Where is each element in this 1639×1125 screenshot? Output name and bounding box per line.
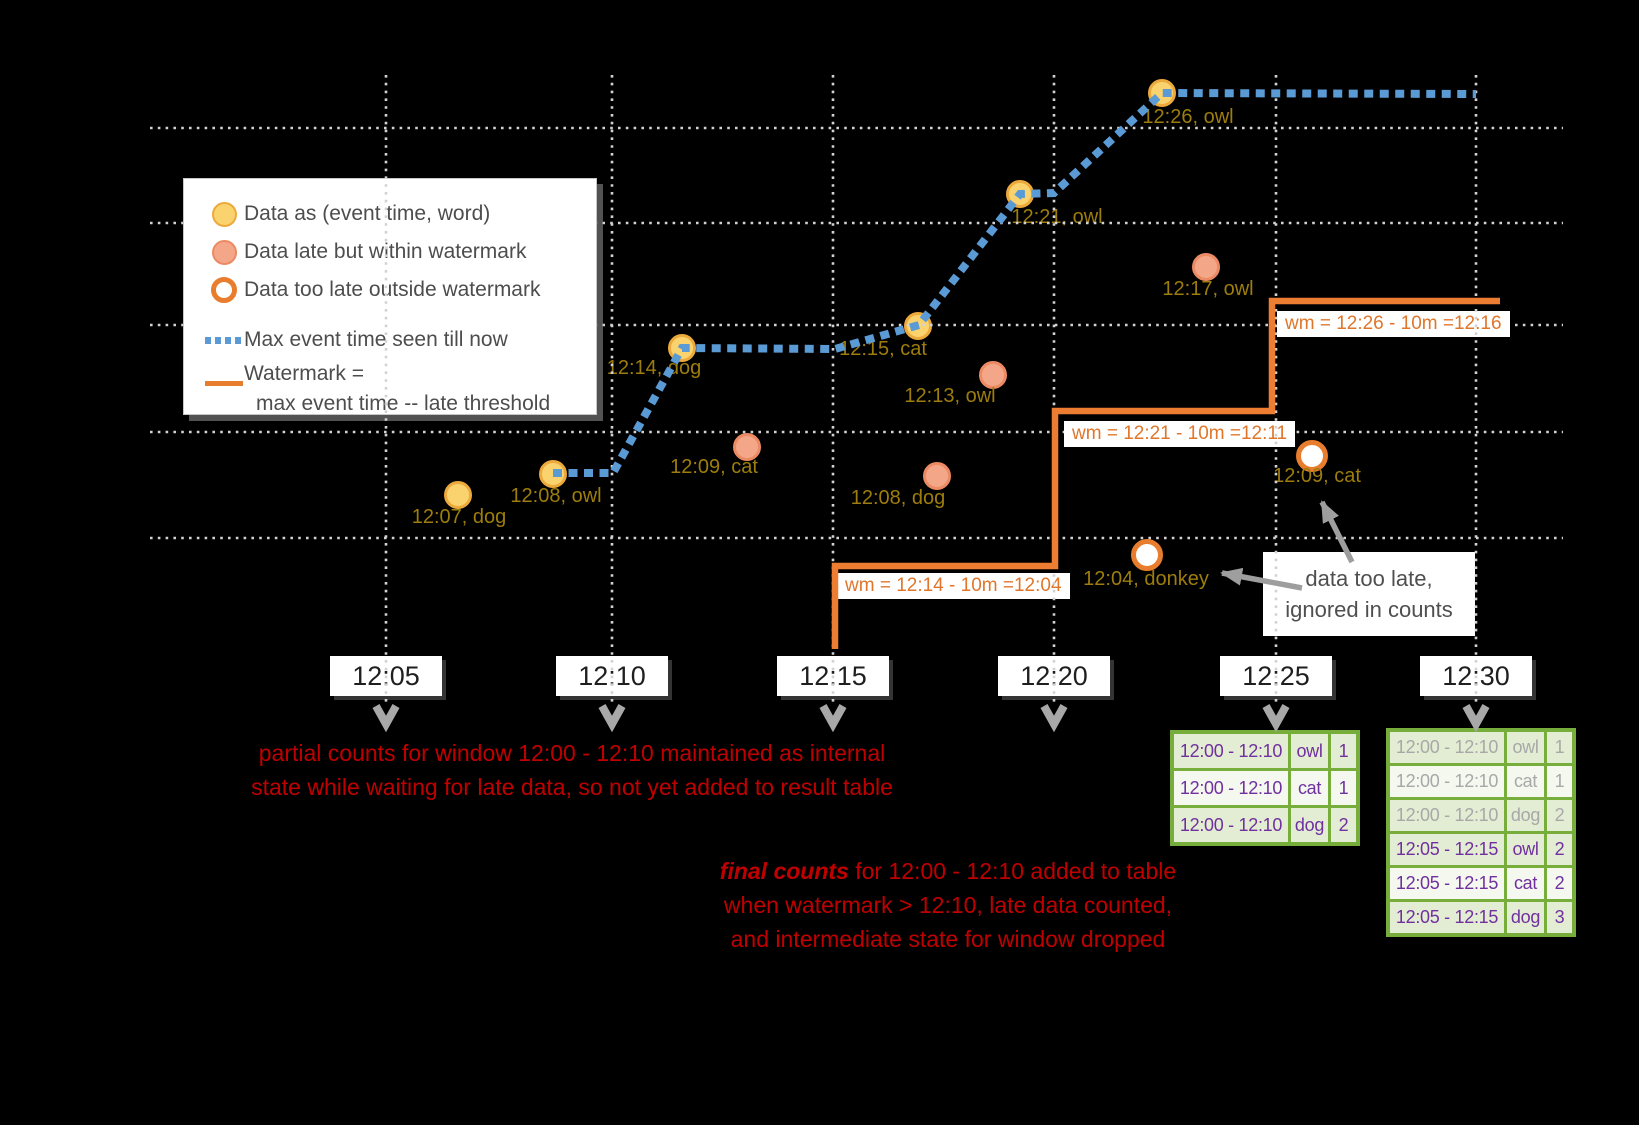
- table-cell-count: 1: [1547, 732, 1572, 763]
- too-late-callout-line2: ignored in counts: [1285, 597, 1453, 622]
- data-point-on-time: [1148, 79, 1176, 107]
- partial-counts-line1: partial counts for window 12:00 - 12:10 …: [258, 740, 886, 766]
- on-time-dot-icon: [211, 201, 237, 227]
- blue-dashed-line-icon: [205, 336, 243, 344]
- table-cell-window: 12:00 - 12:10: [1174, 734, 1288, 768]
- result-table-12-25: 12:00 - 12:10 owl 1 12:00 - 12:10 cat 1 …: [1170, 730, 1360, 846]
- final-counts-line3: and intermediate state for window droppe…: [730, 926, 1166, 952]
- data-point-label: 12:17, owl: [1162, 278, 1254, 300]
- watermark-label-2: wm = 12:21 - 10m =12:11: [1064, 421, 1296, 447]
- data-point-on-time: [1006, 180, 1034, 208]
- table-cell-word: owl: [1507, 732, 1544, 763]
- x-tick-12-15: 12:15: [777, 656, 889, 696]
- table-cell-word: cat: [1507, 868, 1544, 899]
- table-cell-window: 12:00 - 12:10: [1174, 771, 1288, 805]
- legend-label: Data too late outside watermark: [244, 278, 541, 301]
- table-cell-word: cat: [1507, 766, 1544, 797]
- final-counts-note: final counts for 12:00 - 12:10 added to …: [720, 854, 1176, 956]
- data-point-label: 12:09, cat: [1273, 465, 1361, 487]
- trigger-arrowhead: [819, 704, 847, 733]
- too-late-callout: data too late, ignored in counts: [1263, 552, 1475, 636]
- trigger-arrowhead: [598, 704, 626, 733]
- partial-counts-line2: state while waiting for late data, so no…: [251, 774, 893, 800]
- table-cell-window: 12:00 - 12:10: [1390, 766, 1504, 797]
- table-cell-window: 12:00 - 12:10: [1174, 808, 1288, 842]
- data-point-label: 12:13, owl: [904, 385, 996, 407]
- data-point-label: 12:21, owl: [1011, 206, 1103, 228]
- table-cell-window: 12:05 - 12:15: [1390, 834, 1504, 865]
- watermark-label-1: wm = 12:14 - 10m =12:04: [837, 573, 1070, 599]
- table-cell-count: 2: [1547, 868, 1572, 899]
- table-cell-count: 2: [1547, 800, 1572, 831]
- data-point-on-time: [444, 481, 472, 509]
- x-tick-12-10: 12:10: [556, 656, 668, 696]
- trigger-arrowhead: [1262, 704, 1290, 733]
- partial-counts-note: partial counts for window 12:00 - 12:10 …: [251, 736, 893, 804]
- data-point-label: 12:15, cat: [839, 338, 927, 360]
- legend-item-max-event-time: Max event time seen till now: [204, 321, 596, 359]
- legend-item-too-late: Data too late outside watermark: [204, 271, 596, 309]
- legend-label: Data as (event time, word): [244, 202, 491, 225]
- trigger-arrowhead: [1040, 704, 1068, 733]
- table-cell-window: 12:05 - 12:15: [1390, 902, 1504, 933]
- table-cell-word: dog: [1291, 808, 1328, 842]
- data-point-label: 12:08, owl: [510, 485, 602, 507]
- final-counts-line2: when watermark > 12:10, late data counte…: [723, 892, 1173, 918]
- table-cell-count: 2: [1331, 808, 1356, 842]
- legend: Data as (event time, word) Data late but…: [183, 178, 597, 415]
- table-cell-word: cat: [1291, 771, 1328, 805]
- x-tick-12-30: 12:30: [1420, 656, 1532, 696]
- legend-label: max event time -- late threshold: [256, 392, 551, 415]
- data-point-late: [923, 462, 951, 490]
- table-cell-window: 12:05 - 12:15: [1390, 868, 1504, 899]
- final-counts-line1: final counts for 12:00 - 12:10 added to …: [719, 858, 1177, 884]
- watermark-label-3: wm = 12:26 - 10m =12:16: [1277, 311, 1510, 337]
- table-cell-window: 12:00 - 12:10: [1390, 800, 1504, 831]
- table-cell-count: 2: [1547, 834, 1572, 865]
- max-event-time-line: [553, 88, 1477, 477]
- data-point-label: 12:09, cat: [670, 456, 758, 478]
- trigger-arrowhead: [1462, 704, 1490, 733]
- data-point-label: 12:14, dog: [606, 357, 702, 379]
- data-point-too-late: [1131, 539, 1163, 571]
- legend-item-on-time: Data as (event time, word): [204, 195, 596, 233]
- data-point-late: [1192, 253, 1220, 281]
- table-cell-word: owl: [1507, 834, 1544, 865]
- x-tick-12-25: 12:25: [1220, 656, 1332, 696]
- data-point-label: 12:26, owl: [1142, 106, 1234, 128]
- table-cell-count: 1: [1331, 771, 1356, 805]
- too-late-ring-icon: [211, 277, 237, 303]
- data-point-label: 12:08, dog: [850, 487, 946, 509]
- orange-line-icon: [205, 380, 243, 386]
- legend-item-watermark: Watermark =: [204, 359, 596, 389]
- table-cell-window: 12:00 - 12:10: [1390, 732, 1504, 763]
- table-cell-word: owl: [1291, 734, 1328, 768]
- result-table-12-30: 12:00 - 12:10 owl 1 12:00 - 12:10 cat 1 …: [1386, 728, 1576, 937]
- data-point-label: 12:07, dog: [411, 506, 507, 528]
- trigger-arrowhead: [372, 704, 400, 733]
- table-cell-count: 3: [1547, 902, 1572, 933]
- x-tick-12-20: 12:20: [998, 656, 1110, 696]
- legend-label: Data late but within watermark: [244, 240, 527, 263]
- final-counts-emphasis: final counts: [719, 858, 849, 884]
- table-cell-count: 1: [1331, 734, 1356, 768]
- legend-item-late: Data late but within watermark: [204, 233, 596, 271]
- legend-label: Max event time seen till now: [244, 328, 508, 351]
- legend-item-watermark-cont: max event time -- late threshold: [204, 389, 596, 419]
- x-tick-12-05: 12:05: [330, 656, 442, 696]
- data-point-on-time: [539, 460, 567, 488]
- table-cell-count: 1: [1547, 766, 1572, 797]
- data-point-label: 12:04, donkey: [1083, 568, 1209, 590]
- table-cell-word: dog: [1507, 800, 1544, 831]
- data-point-on-time: [904, 312, 932, 340]
- table-cell-word: dog: [1507, 902, 1544, 933]
- late-dot-icon: [211, 239, 237, 265]
- legend-label: Watermark =: [244, 362, 364, 385]
- too-late-callout-line1: data too late,: [1305, 566, 1433, 591]
